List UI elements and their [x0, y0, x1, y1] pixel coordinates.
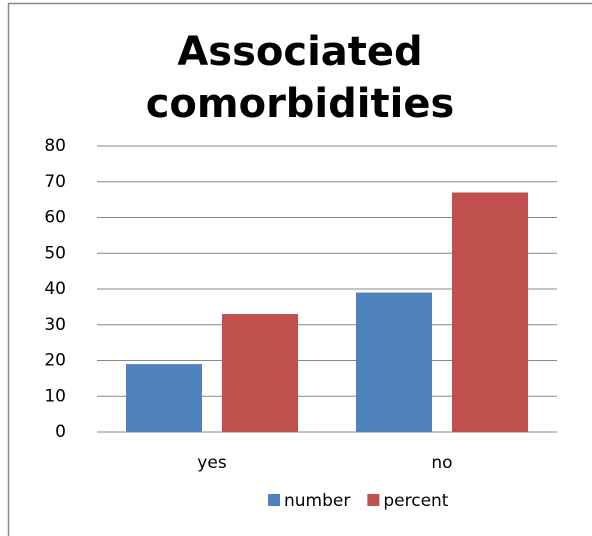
- x-tick-label: no: [431, 453, 452, 473]
- y-tick-label: 50: [44, 243, 66, 263]
- chart-title: Associated comorbidities: [145, 29, 455, 127]
- y-tick-label: 40: [44, 279, 66, 299]
- y-tick-label: 20: [44, 351, 66, 371]
- y-tick-label: 60: [44, 208, 66, 228]
- y-tick-label: 0: [55, 422, 66, 442]
- y-tick-label: 70: [44, 172, 66, 192]
- bar: [356, 292, 432, 432]
- legend-swatch: [268, 494, 280, 506]
- y-tick-label: 10: [44, 386, 66, 406]
- bar: [452, 192, 528, 432]
- bar: [222, 314, 298, 432]
- x-tick-label: yes: [197, 453, 227, 473]
- y-tick-label: 30: [44, 315, 66, 335]
- bar: [126, 364, 202, 432]
- legend-label: number: [284, 491, 350, 511]
- legend-label: percent: [383, 491, 448, 511]
- chart-frame: [7, 2, 592, 536]
- y-tick-label: 80: [44, 136, 66, 156]
- legend-swatch: [367, 494, 380, 506]
